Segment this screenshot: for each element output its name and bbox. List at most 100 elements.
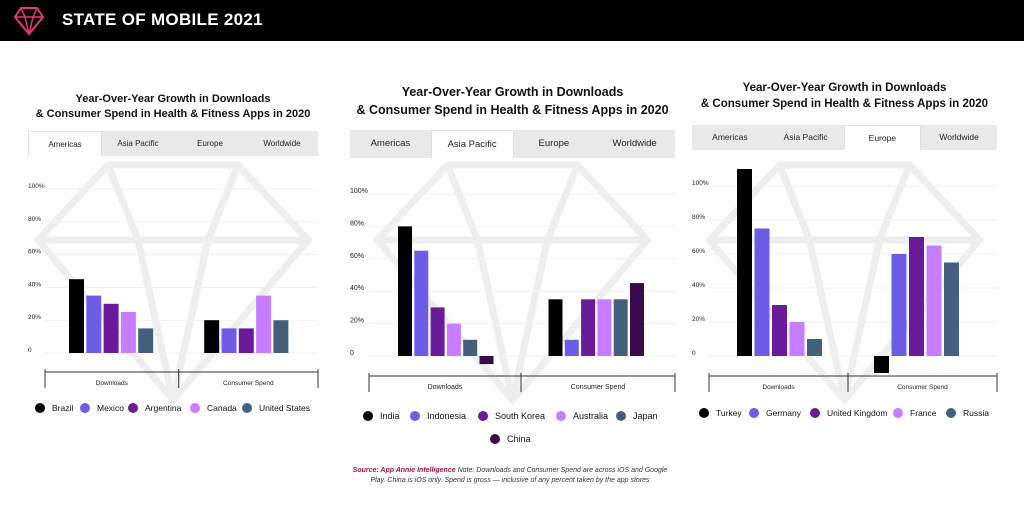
bar: [238, 328, 254, 353]
legend-swatch: [556, 411, 566, 421]
bar: [103, 303, 119, 353]
y-tick-label: 100%: [692, 180, 709, 187]
chart-title-line: & Consumer Spend in Health & Fitness App…: [356, 102, 669, 117]
chart-title-line: & Consumer Spend in Health & Fitness App…: [700, 98, 989, 111]
legend-swatch: [749, 408, 759, 418]
bar: [581, 299, 596, 356]
y-tick-label: 40%: [692, 282, 705, 289]
legend-label: United Kingdom: [827, 408, 888, 418]
bar: [120, 312, 136, 353]
y-tick-label: 100%: [350, 188, 368, 195]
legend-swatch: [616, 411, 626, 421]
legend-item: China: [490, 434, 531, 444]
legend-item: Brazil: [35, 403, 73, 413]
chart-title-line: Year-Over-Year Growth in Downloads: [75, 93, 271, 105]
legend-label: Russia: [963, 408, 989, 418]
chart-title-line: Year-Over-Year Growth in Downloads: [742, 82, 947, 94]
legend-label: Brazil: [52, 403, 74, 413]
legend-label: Australia: [573, 411, 609, 421]
tab-europe[interactable]: Europe: [197, 139, 223, 148]
legend-swatch: [190, 403, 200, 413]
bar: [926, 245, 942, 356]
bar: [789, 322, 805, 356]
chart-title-line: Year-Over-Year Growth in Downloads: [401, 85, 624, 99]
bar: [398, 226, 412, 356]
x-category-label: Downloads: [428, 384, 463, 391]
legend-item: United States: [242, 403, 310, 413]
legend-swatch: [35, 403, 45, 413]
legend-swatch: [242, 403, 252, 413]
legend-label: France: [910, 408, 937, 418]
legend-item: Turkey: [699, 408, 742, 418]
y-tick-label: 40%: [28, 281, 41, 288]
legend-item: Germany: [749, 408, 801, 418]
legend-label: South Korea: [495, 411, 546, 421]
legend-swatch: [363, 411, 373, 421]
legend-item: Canada: [190, 403, 237, 413]
bar: [891, 254, 907, 356]
legend-label: India: [380, 411, 400, 421]
bar: [204, 320, 220, 353]
legend-label: Japan: [633, 411, 658, 421]
legend-label: Germany: [766, 408, 801, 418]
bar: [772, 305, 787, 356]
diamond-logo-icon: [13, 7, 45, 36]
bar: [754, 228, 770, 356]
legend-item: Japan: [616, 411, 658, 421]
source-label: Source: App Annie Intelligence: [352, 467, 456, 474]
x-category-label: Downloads: [96, 380, 129, 387]
legend-item: Argentina: [128, 403, 181, 413]
y-tick-label: 0: [350, 350, 354, 357]
tab-asia-pacific[interactable]: Asia Pacific: [117, 139, 159, 148]
y-tick-label: 60%: [692, 248, 705, 255]
legend-label: Canada: [207, 403, 237, 413]
bar: [874, 356, 889, 373]
tab-europe[interactable]: Europe: [843, 125, 922, 150]
tab-americas[interactable]: Americas: [370, 138, 411, 149]
tab-asia-pacific[interactable]: Asia Pacific: [430, 130, 514, 158]
bar: [613, 299, 628, 356]
legend-label: Mexico: [97, 403, 124, 413]
legend-item: United Kingdom: [810, 408, 887, 418]
legend-label: Argentina: [145, 403, 182, 413]
legend-swatch: [478, 411, 488, 421]
bar: [807, 339, 822, 356]
y-tick-label: 80%: [692, 214, 705, 221]
legend-item: Mexico: [80, 403, 124, 413]
y-tick-label: 0: [692, 350, 696, 357]
header-bar: STATE OF MOBILE 2021: [0, 0, 1024, 41]
y-tick-label: 80%: [28, 216, 41, 223]
y-tick-label: 0: [28, 347, 32, 354]
legend-item: France: [893, 408, 936, 418]
bar: [597, 299, 612, 356]
tab-worldwide[interactable]: Worldwide: [612, 138, 657, 149]
region-tabs: Americas Asia Pacific Europe Worldwide: [350, 130, 675, 158]
tab-worldwide[interactable]: Worldwide: [939, 132, 979, 142]
tab-worldwide[interactable]: Worldwide: [263, 139, 301, 148]
y-tick-label: 20%: [350, 318, 364, 325]
region-tabs: Americas Asia Pacific Europe Worldwide: [692, 125, 997, 150]
tab-americas[interactable]: Americas: [712, 132, 748, 142]
bar: [630, 283, 644, 356]
x-category-label: Consumer Spend: [223, 380, 274, 387]
tab-americas[interactable]: Americas: [28, 131, 102, 156]
legend-label: China: [507, 434, 531, 444]
legend-label: Indonesia: [427, 411, 467, 421]
tab-europe[interactable]: Europe: [538, 138, 570, 149]
legend-item: South Korea: [478, 411, 545, 421]
chart-title: Year-Over-Year Growth in Downloads & Con…: [350, 84, 675, 119]
bar: [564, 339, 579, 356]
legend-swatch: [893, 408, 903, 418]
chart-title-line: & Consumer Spend in Health & Fitness App…: [35, 108, 311, 121]
source-note-text: Note: Downloads and Consumer Spend are a…: [370, 467, 668, 485]
y-tick-label: 80%: [350, 220, 364, 227]
bar: [273, 320, 289, 353]
bar: [256, 295, 272, 353]
legend-label: United States: [259, 403, 311, 413]
tab-asia-pacific[interactable]: Asia Pacific: [783, 132, 828, 142]
bar: [414, 250, 429, 356]
x-category-label: Downloads: [762, 384, 795, 391]
